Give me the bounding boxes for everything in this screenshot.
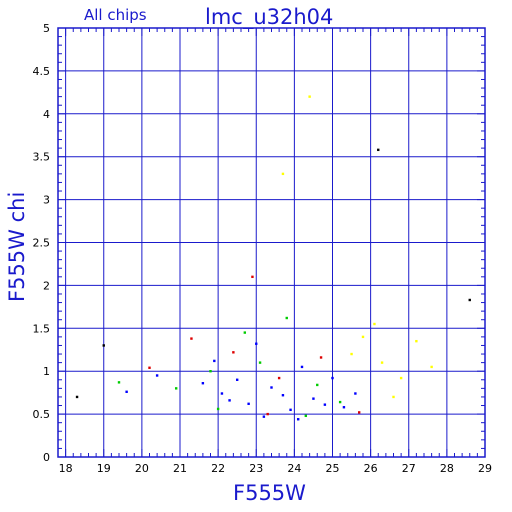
data-point (155, 374, 159, 377)
y-tick-label: 0 (43, 451, 50, 464)
data-point (361, 335, 365, 339)
data-point (468, 298, 471, 302)
y-tick-label: 3.5 (33, 151, 51, 164)
data-point (342, 406, 346, 409)
data-point (373, 322, 376, 326)
data-point (75, 395, 79, 399)
y-tick-label: 0.5 (33, 408, 51, 421)
data-point (220, 392, 224, 395)
grid (58, 28, 485, 457)
y-tick-label: 1 (43, 365, 50, 378)
data-point (243, 331, 247, 334)
y-tick-label: 2.5 (33, 237, 51, 250)
x-tick-label: 29 (478, 462, 492, 475)
data-point (304, 414, 308, 418)
data-point (190, 337, 193, 340)
y-ticks: 0 0.5 1 1.5 2 2.5 3 3.5 4 4.5 5 (33, 22, 485, 464)
x-tick-label: 24 (287, 462, 301, 475)
data-point (415, 339, 418, 343)
x-tick-label: 25 (326, 462, 340, 475)
data-point (316, 383, 319, 387)
data-point (319, 356, 323, 359)
data-point (331, 376, 334, 380)
data-point (228, 399, 231, 402)
data-point (392, 395, 395, 399)
data-point (255, 342, 258, 345)
y-tick-label: 2 (43, 279, 50, 292)
data-point (312, 397, 315, 400)
data-point (300, 365, 304, 369)
data-point (350, 352, 353, 356)
data-point (399, 376, 403, 380)
chart-title: lmc_u32h04 (205, 5, 333, 30)
x-tick-label: 28 (440, 462, 454, 475)
data-point (281, 172, 285, 176)
data-point (174, 387, 178, 390)
x-tick-label: 20 (135, 462, 149, 475)
data-point (232, 351, 235, 354)
data-point (125, 390, 128, 393)
y-tick-label: 4 (43, 108, 50, 121)
data-point (258, 361, 262, 364)
y-axis-label: F555W chi (5, 192, 29, 302)
data-points (75, 95, 471, 421)
data-point (354, 392, 357, 395)
data-point (102, 344, 105, 347)
x-ticks: 18 19 20 21 22 23 24 25 26 27 28 29 (59, 28, 492, 475)
data-point (235, 378, 239, 381)
y-tick-label: 1.5 (33, 322, 51, 335)
data-point (296, 418, 300, 421)
data-point (209, 370, 212, 373)
data-point (266, 412, 269, 416)
x-tick-label: 22 (211, 462, 225, 475)
data-point (251, 275, 254, 279)
x-tick-label: 21 (173, 462, 187, 475)
data-point (281, 394, 285, 397)
data-point (289, 408, 292, 412)
data-point (270, 386, 273, 389)
data-point (380, 361, 384, 364)
data-point (247, 402, 250, 406)
data-point (148, 366, 151, 369)
data-point (277, 376, 281, 380)
x-tick-label: 23 (249, 462, 263, 475)
data-point (216, 407, 220, 411)
x-tick-label: 18 (59, 462, 73, 475)
x-tick-label: 19 (97, 462, 111, 475)
data-point (338, 400, 342, 404)
data-point (308, 95, 311, 98)
data-point (285, 316, 288, 320)
data-point (377, 148, 380, 152)
y-tick-label: 5 (43, 22, 50, 35)
data-point (201, 382, 205, 385)
y-tick-label: 4.5 (33, 65, 51, 78)
x-tick-label: 27 (402, 462, 416, 475)
data-point (262, 415, 266, 418)
data-point (117, 381, 121, 384)
y-tick-label: 3 (43, 194, 50, 207)
data-point (357, 411, 361, 414)
x-tick-label: 26 (364, 462, 378, 475)
x-axis-label: F555W (233, 481, 306, 505)
data-point (323, 403, 327, 406)
chart-subtitle: All chips (84, 6, 147, 24)
data-point (430, 365, 433, 369)
data-point (213, 359, 216, 363)
